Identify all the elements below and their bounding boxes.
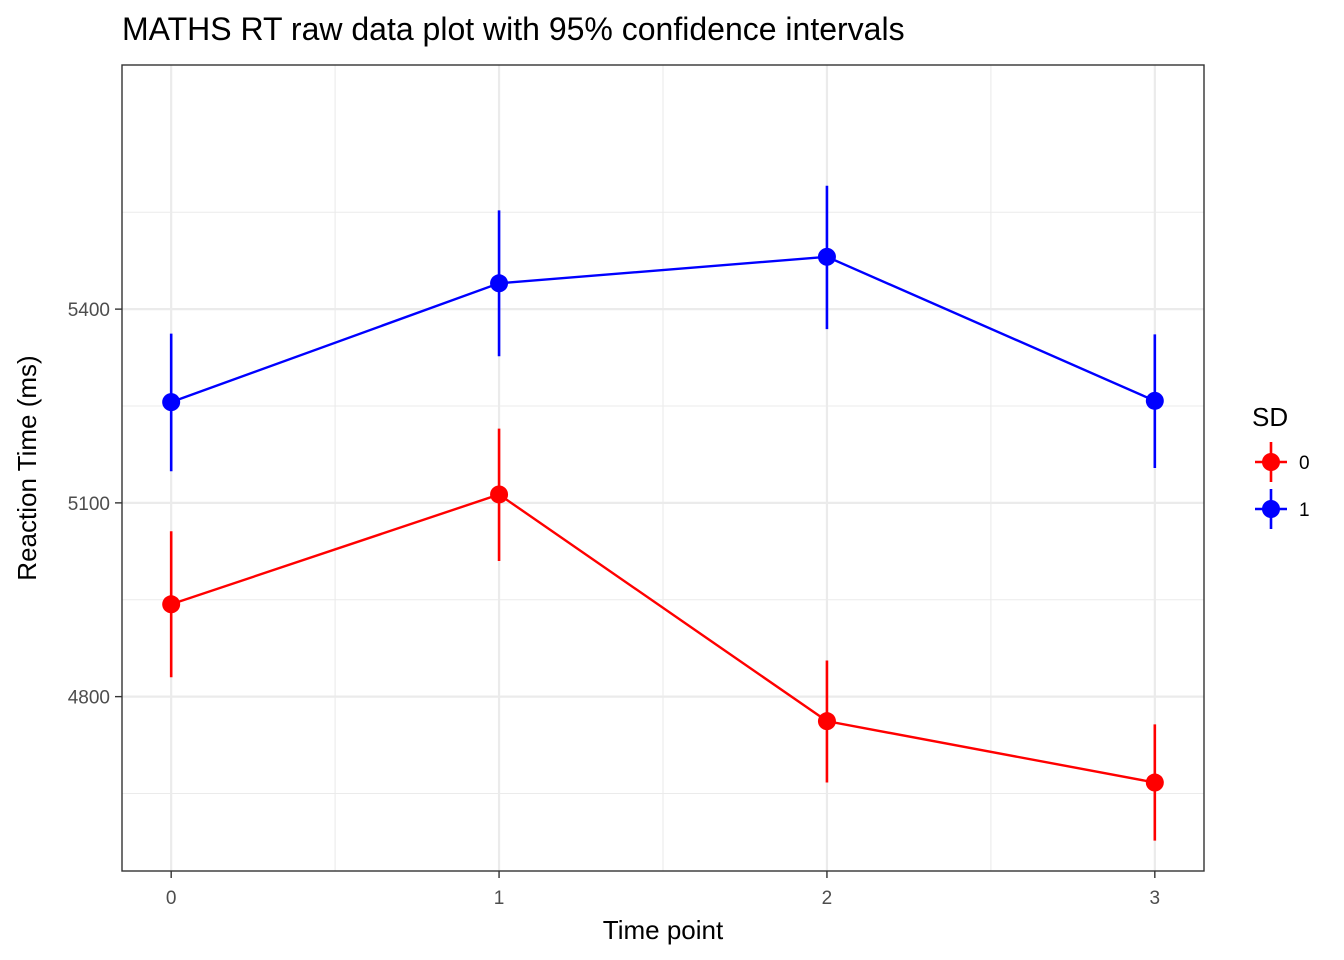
series-0 xyxy=(162,428,1164,841)
x-axis-title: Time point xyxy=(603,915,724,945)
x-tick-label: 0 xyxy=(166,888,177,909)
data-point xyxy=(162,393,181,412)
legend-key-1: 1 xyxy=(1255,489,1310,529)
legend-keys: 01 xyxy=(1255,442,1310,529)
y-tick-label: 4800 xyxy=(68,688,110,709)
series-line xyxy=(170,493,1156,784)
data-point xyxy=(817,712,836,731)
x-tick-label: 3 xyxy=(1150,888,1161,909)
plot-panel xyxy=(121,64,1205,872)
series-line xyxy=(170,255,1156,404)
legend-key-0: 0 xyxy=(1255,442,1310,482)
x-axis: 0 1 2 3 xyxy=(166,871,1160,909)
legend-label: 1 xyxy=(1299,500,1310,521)
data-point xyxy=(1145,773,1164,792)
x-tick-label: 1 xyxy=(494,888,505,909)
y-tick-label: 5400 xyxy=(68,300,110,321)
data-point xyxy=(490,274,509,293)
legend-label: 0 xyxy=(1299,453,1310,474)
data-point xyxy=(1145,391,1164,410)
plot-border xyxy=(121,64,1205,872)
y-axis-title: Reaction Time (ms) xyxy=(12,355,42,580)
legend-title: SD xyxy=(1252,402,1288,432)
legend-key-point xyxy=(1262,453,1280,471)
data-point xyxy=(817,247,836,266)
legend: SD 01 xyxy=(1252,402,1310,529)
data-point xyxy=(490,485,509,504)
series-layer xyxy=(162,185,1164,841)
legend-key-point xyxy=(1262,500,1280,518)
y-tick-label: 5100 xyxy=(68,494,110,515)
data-point xyxy=(162,595,181,614)
series-1 xyxy=(162,185,1164,472)
chart-title: MATHS RT raw data plot with 95% confiden… xyxy=(122,11,905,47)
x-tick-label: 2 xyxy=(822,888,833,909)
y-axis: 4800 5100 5400 xyxy=(68,300,122,709)
